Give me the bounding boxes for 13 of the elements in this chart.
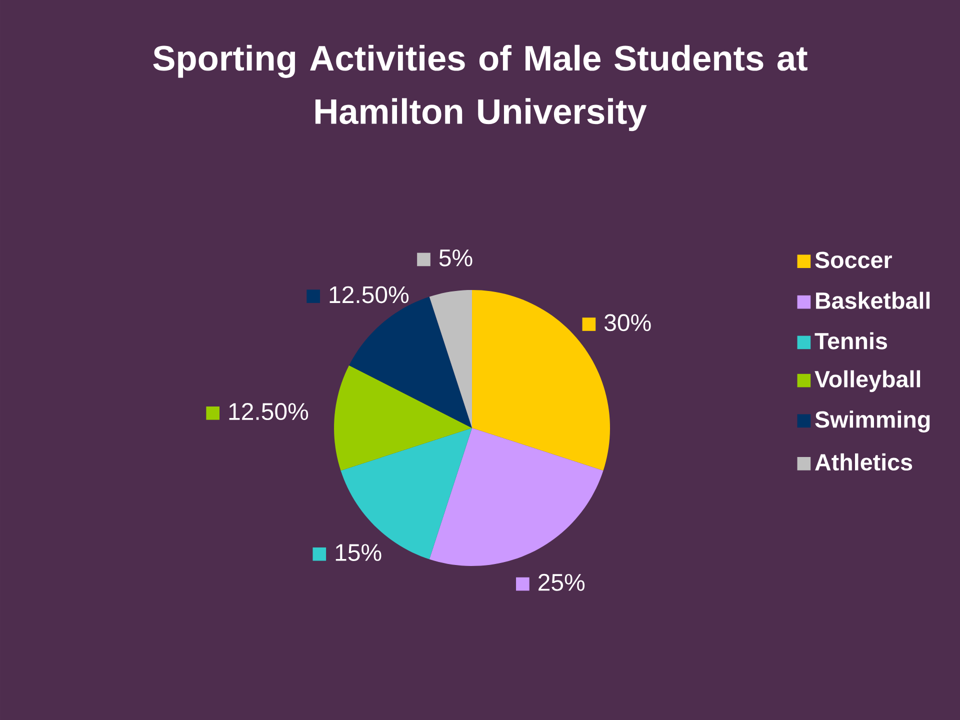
data-label: 12.50% [330, 286, 409, 304]
legend-label: Tennis [814, 332, 888, 350]
chart-title: Sporting Activities of Male Students at Hamilton University [153, 44, 808, 132]
data-label: 25% [538, 574, 585, 591]
legend-label: Swimming [815, 410, 930, 432]
data-label: 15% [336, 544, 382, 562]
legend-label: Athletics [815, 453, 912, 471]
data-label: 12.50% [229, 403, 308, 420]
legend-label: Soccer [815, 252, 892, 268]
data-label: 5% [439, 249, 472, 266]
legend-label: Volleyball [814, 370, 920, 392]
legend-label: Basketball [816, 292, 930, 309]
data-label: 30% [604, 314, 651, 332]
